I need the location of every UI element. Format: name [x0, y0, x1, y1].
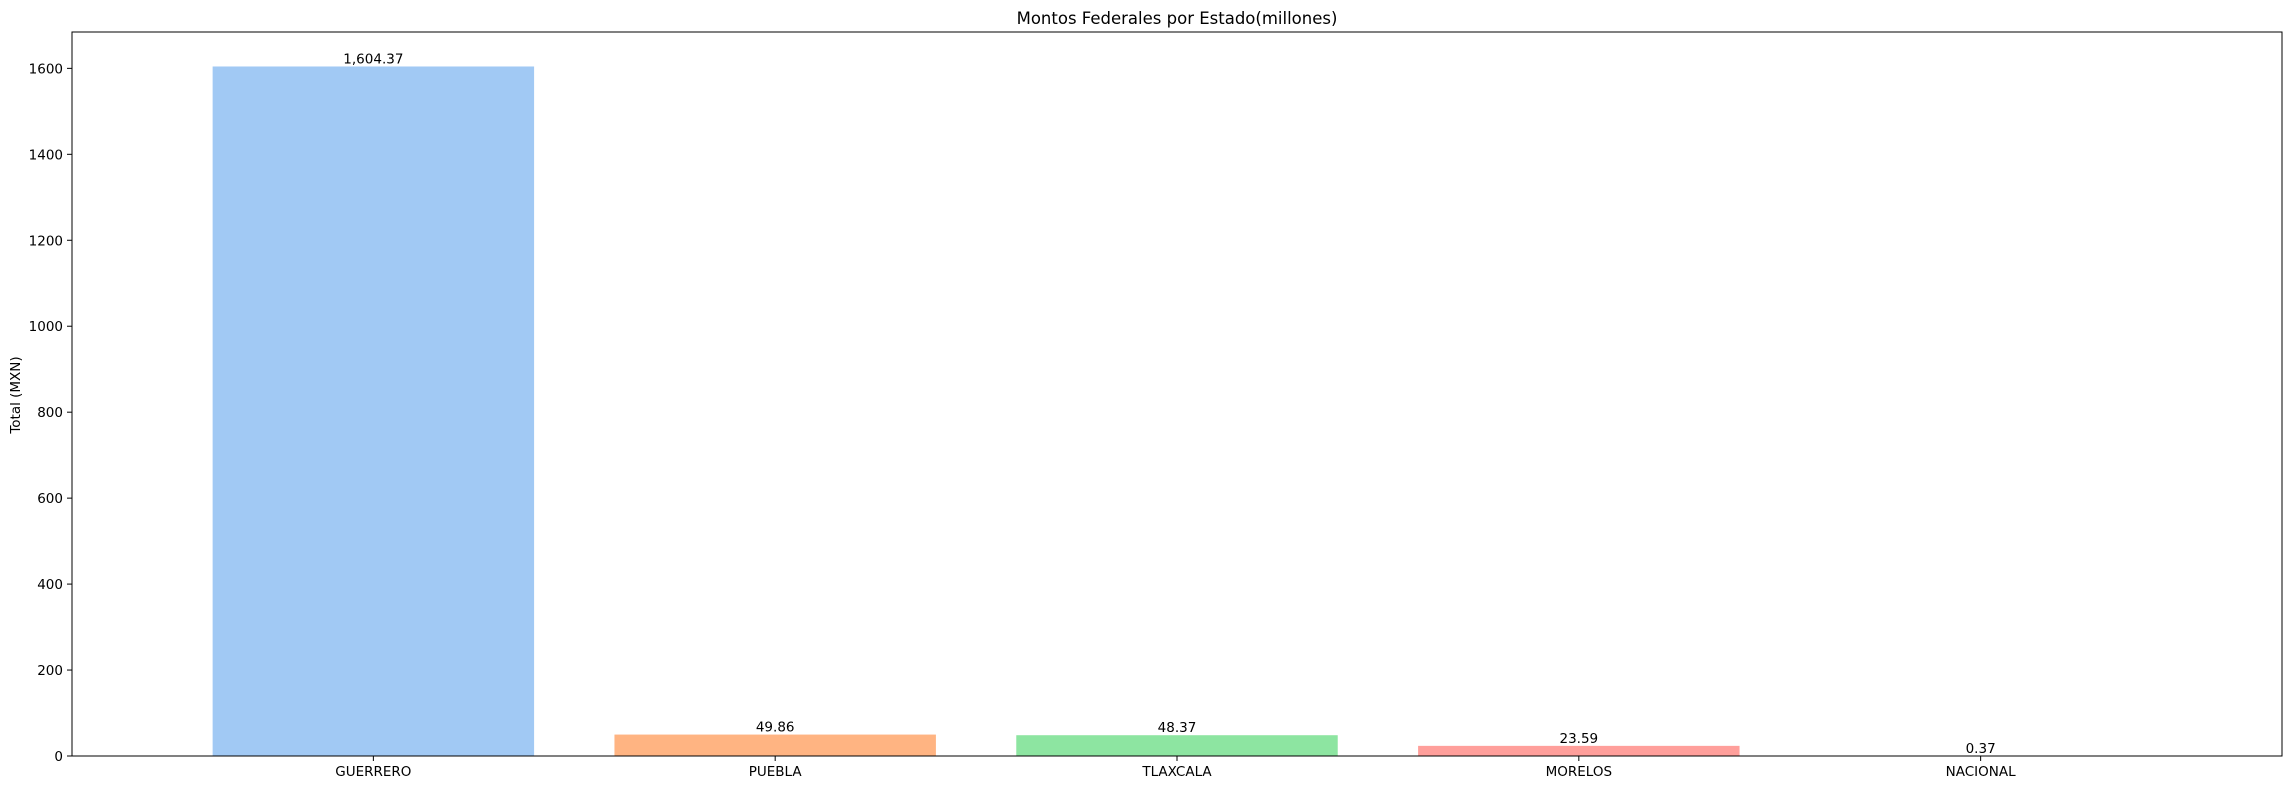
x-tick-label-morelos: MORELOS [1546, 764, 1612, 780]
y-tick-label: 600 [37, 491, 63, 507]
data-labels-group: 1,604.37 49.86 48.37 23.59 0.37 [343, 51, 1995, 756]
x-tick-label-puebla: PUEBLA [749, 764, 803, 780]
x-tick-label-guerrero: GUERRERO [335, 764, 411, 780]
y-tick-label: 200 [37, 663, 63, 679]
y-tick-label: 1200 [29, 233, 63, 249]
y-tick-label: 400 [37, 577, 63, 593]
chart-title: Montos Federales por Estado(millones) [1017, 9, 1338, 28]
y-tick-label: 1400 [29, 147, 63, 163]
y-tick-label: 0 [54, 749, 63, 765]
data-label-tlaxcala: 48.37 [1158, 720, 1197, 736]
y-axis-label: Total (MXN) [8, 356, 24, 434]
bar-guerrero [212, 66, 535, 756]
data-label-nacional: 0.37 [1966, 741, 1996, 757]
y-axis-ticks: 0 200 400 600 800 1000 1200 1400 1600 [29, 61, 72, 765]
plot-frame [71, 31, 2283, 757]
data-label-morelos: 23.59 [1559, 731, 1598, 747]
data-label-guerrero: 1,604.37 [343, 51, 403, 67]
x-tick-label-nacional: NACIONAL [1946, 764, 2016, 780]
bars-group [212, 66, 2142, 756]
y-tick-label: 1600 [29, 61, 63, 77]
bar-tlaxcala [1016, 735, 1338, 756]
x-tick-label-tlaxcala: TLAXCALA [1141, 764, 1212, 780]
bar-morelos [1418, 745, 1740, 756]
bar-puebla [614, 734, 936, 756]
y-tick-label: 800 [37, 405, 63, 421]
data-label-puebla: 49.86 [756, 720, 795, 736]
y-tick-label: 1000 [29, 319, 63, 335]
x-axis-ticks: GUERRERO PUEBLA TLAXCALA MORELOS NACIONAL [335, 756, 2016, 780]
